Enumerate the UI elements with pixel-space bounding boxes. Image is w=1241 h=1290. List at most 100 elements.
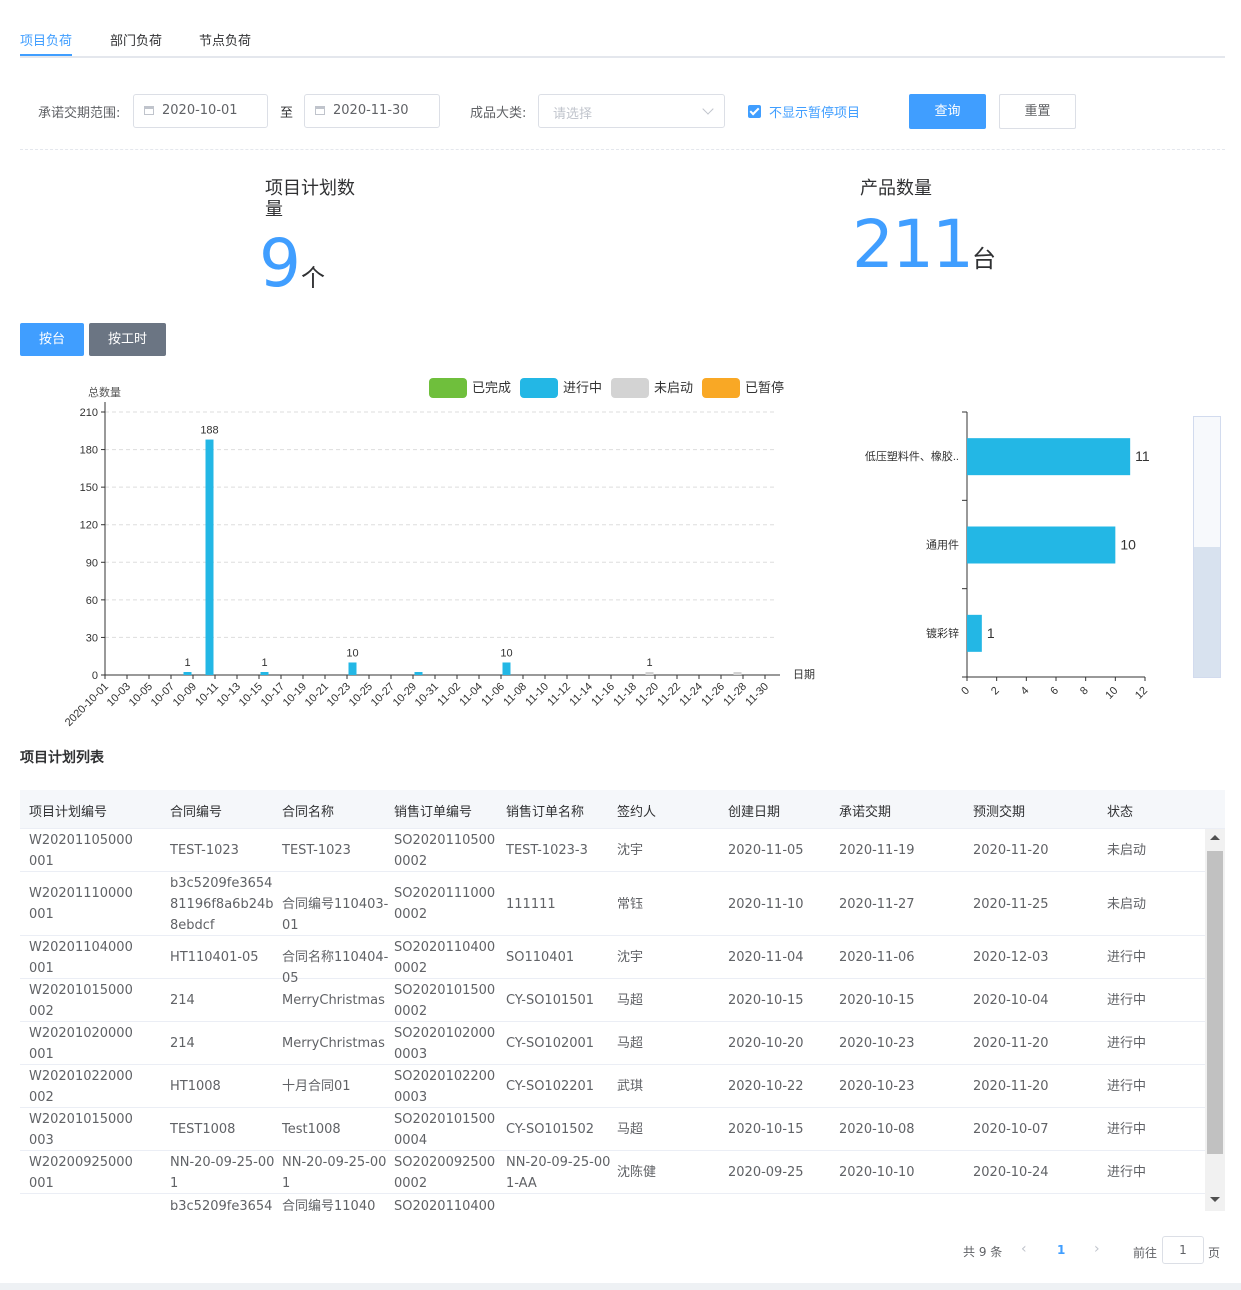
tab-bar: 项目负荷 部门负荷 节点负荷: [20, 20, 1225, 58]
y-tick-label: 60: [86, 595, 98, 607]
table-scrollbar[interactable]: [1205, 829, 1225, 1211]
table-cell: 进行中: [1107, 1165, 1147, 1180]
table-cell: 马超: [617, 1122, 644, 1137]
column-header[interactable]: 状态: [1107, 805, 1134, 820]
table-cell: W20201110000001: [29, 886, 133, 922]
tab-node-load[interactable]: 节点负荷: [199, 34, 252, 49]
end-date-input[interactable]: 2020-11-30: [304, 94, 440, 128]
goto-page-value: 1: [1179, 1243, 1187, 1257]
table-cell: 马超: [617, 993, 644, 1008]
by-hours-button[interactable]: 按工时: [89, 323, 166, 356]
scroll-down-icon[interactable]: [1210, 1197, 1220, 1202]
x-tick-label: 10-17: [259, 681, 287, 709]
x-tick-label: 6: [1048, 685, 1061, 698]
x-tick-label: 10-29: [391, 681, 419, 709]
chart-zoom-slider[interactable]: [1193, 416, 1221, 678]
category-label: 成品大类:: [470, 106, 527, 121]
scroll-up-icon[interactable]: [1210, 835, 1220, 840]
table-row[interactable]: W20200925000001 NN-20-09-25-001 NN-20-09-2…: [20, 1151, 1205, 1194]
table-cell: MerryChristmas: [282, 993, 385, 1008]
table-cell: 2020-10-07: [973, 1122, 1049, 1137]
column-header[interactable]: 合同编号: [170, 805, 223, 820]
table-cell: 十月合同01: [282, 1079, 351, 1094]
product-count-unit: 台: [971, 245, 996, 273]
column-header[interactable]: 创建日期: [728, 805, 781, 820]
category-label: 低压塑料件、橡胶..: [865, 449, 959, 463]
next-page-icon[interactable]: ›: [1094, 1241, 1100, 1257]
product-count: 211台: [852, 205, 996, 285]
category-label: 镀彩锌: [926, 626, 959, 640]
hide-paused-label[interactable]: 不显示暂停项目: [769, 106, 861, 121]
column-header[interactable]: 项目计划编号: [29, 805, 108, 820]
table-cell: 214: [170, 1036, 195, 1051]
column-header[interactable]: 合同名称: [282, 805, 335, 820]
x-tick-label: 10-03: [105, 681, 133, 709]
table-cell: 沈宇: [617, 950, 644, 965]
table-cell: SO110401: [506, 950, 575, 965]
table-cell: 2020-11-19: [839, 843, 915, 858]
x-tick-label: 10-11: [193, 681, 221, 709]
prev-page-icon[interactable]: ‹: [1021, 1241, 1027, 1257]
reset-button[interactable]: 重置: [999, 94, 1076, 129]
tab-department-load[interactable]: 部门负荷: [110, 34, 163, 49]
table-row[interactable]: W20201105000001 TEST-1023 TEST-1023 SO20201…: [20, 829, 1205, 872]
table-cell: CY-SO102201: [506, 1079, 595, 1094]
x-tick-label: 0: [959, 685, 972, 698]
table-cell: W20200925000001: [29, 1154, 133, 1191]
product-count-value: 211: [852, 206, 974, 283]
table-cell: SO20201105000002: [394, 832, 496, 869]
end-date-value: 2020-11-30: [333, 103, 409, 118]
table-cell: TEST-1023: [282, 843, 351, 858]
table-row[interactable]: b3c5209fe3654 合同编号11040 SO2020110400: [20, 1194, 1205, 1211]
page-number-current[interactable]: 1: [1057, 1243, 1066, 1257]
by-unit-button[interactable]: 按台: [20, 323, 84, 356]
zoom-slider-window[interactable]: [1194, 547, 1220, 677]
table-cell: NN-20-09-25-001-AA: [506, 1154, 611, 1191]
bar: [645, 672, 654, 675]
bar: [967, 614, 982, 652]
x-tick-label: 10-25: [347, 681, 375, 709]
x-tick-label: 10-05: [127, 681, 155, 709]
table-row[interactable]: W20201104000001 HT110401-05 合同名称110404-05 S…: [20, 936, 1205, 986]
search-button[interactable]: 查询: [909, 94, 986, 129]
column-header[interactable]: 销售订单名称: [506, 805, 585, 820]
table-cell: 进行中: [1107, 1036, 1147, 1051]
table-cell: TEST1008: [170, 1122, 236, 1137]
table-row[interactable]: W20201015000002 214 MerryChristmas SO202010…: [20, 979, 1205, 1022]
table-cell: 进行中: [1107, 1079, 1147, 1094]
goto-page-input[interactable]: 1: [1162, 1236, 1204, 1264]
column-header[interactable]: 承诺交期: [839, 805, 892, 820]
legend-label: 已完成: [472, 380, 511, 395]
table-row[interactable]: W20201110000001 b3c5209fe365481196f8a6b24…: [20, 872, 1205, 936]
table-cell: 2020-10-23: [839, 1079, 915, 1094]
plan-count: 9个: [259, 224, 325, 304]
bar-value-label: 11: [1135, 448, 1150, 464]
table-cell: SO20201015000004: [394, 1111, 496, 1148]
column-header[interactable]: 销售订单编号: [394, 805, 473, 820]
bar-value-label: 10: [1120, 537, 1136, 553]
category-select[interactable]: 请选择: [538, 94, 725, 128]
table-cell: 合同名称110404-05: [282, 950, 389, 986]
table-cell: CY-SO101501: [506, 993, 595, 1008]
table-row[interactable]: W20201020000001 214 MerryChristmas SO202010…: [20, 1022, 1205, 1065]
table-row[interactable]: W20201022000002 HT1008 十月合同01 SO20201022000…: [20, 1065, 1205, 1108]
x-tick-label: 2020-10-01: [63, 681, 111, 729]
column-header[interactable]: 签约人: [617, 805, 657, 820]
bottom-bar: [0, 1283, 1241, 1290]
column-header[interactable]: 预测交期: [973, 805, 1026, 820]
table-cell: 2020-09-25: [728, 1165, 804, 1180]
x-tick-label: 10: [1103, 685, 1120, 700]
table-cell: W20201105000001: [29, 832, 133, 869]
x-tick-label: 11-24: [677, 681, 705, 709]
legend-label: 已暂停: [745, 380, 784, 395]
scrollbar-thumb[interactable]: [1207, 851, 1223, 1154]
x-tick-label: 10-31: [413, 681, 441, 709]
hide-paused-checkbox[interactable]: [748, 105, 761, 118]
y-tick-label: 120: [80, 520, 98, 532]
table-row[interactable]: W20201015000003 TEST1008 Test1008 SO2020101…: [20, 1108, 1205, 1151]
x-tick-label: 11-04: [457, 681, 485, 709]
x-tick-label: 10-09: [171, 681, 199, 709]
table-cell: 马超: [617, 1036, 644, 1051]
tab-project-load[interactable]: 项目负荷: [20, 34, 73, 49]
start-date-input[interactable]: 2020-10-01: [133, 94, 268, 128]
